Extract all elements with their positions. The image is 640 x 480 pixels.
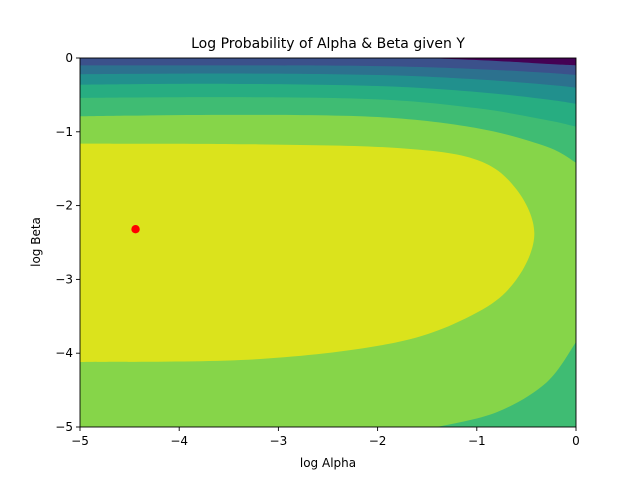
x-tick-label: 0: [572, 434, 580, 448]
x-tick-label: −3: [270, 434, 288, 448]
axes-frame: [79, 57, 577, 428]
y-tick-label: 0: [65, 51, 73, 65]
y-tick-label: −1: [55, 125, 73, 139]
y-tick-label: −5: [55, 420, 73, 434]
y-axis-label: log Beta: [29, 217, 43, 267]
y-tick-label: −3: [55, 272, 73, 286]
x-tick-label: −4: [170, 434, 188, 448]
x-tick-label: −5: [71, 434, 89, 448]
max-point-marker: [131, 225, 140, 234]
contour-band-level-1: [80, 58, 576, 427]
axis-ticks: −5 −4 −3 −2 −1 0 0 −1 −2 −3 −4 −5: [55, 51, 580, 448]
x-axis-label: log Alpha: [300, 456, 356, 470]
plot-area: [79, 57, 577, 428]
y-tick-label: −2: [55, 199, 73, 213]
x-tick-label: −1: [468, 434, 486, 448]
y-tick-label: −4: [55, 346, 73, 360]
contour-band-level-6: [80, 58, 576, 75]
contour-band-lower-right: [437, 342, 576, 427]
chart-title: Log Probability of Alpha & Beta given Y: [191, 36, 465, 52]
contour-band-level-7: [427, 58, 576, 66]
x-tick-label: −2: [369, 434, 387, 448]
